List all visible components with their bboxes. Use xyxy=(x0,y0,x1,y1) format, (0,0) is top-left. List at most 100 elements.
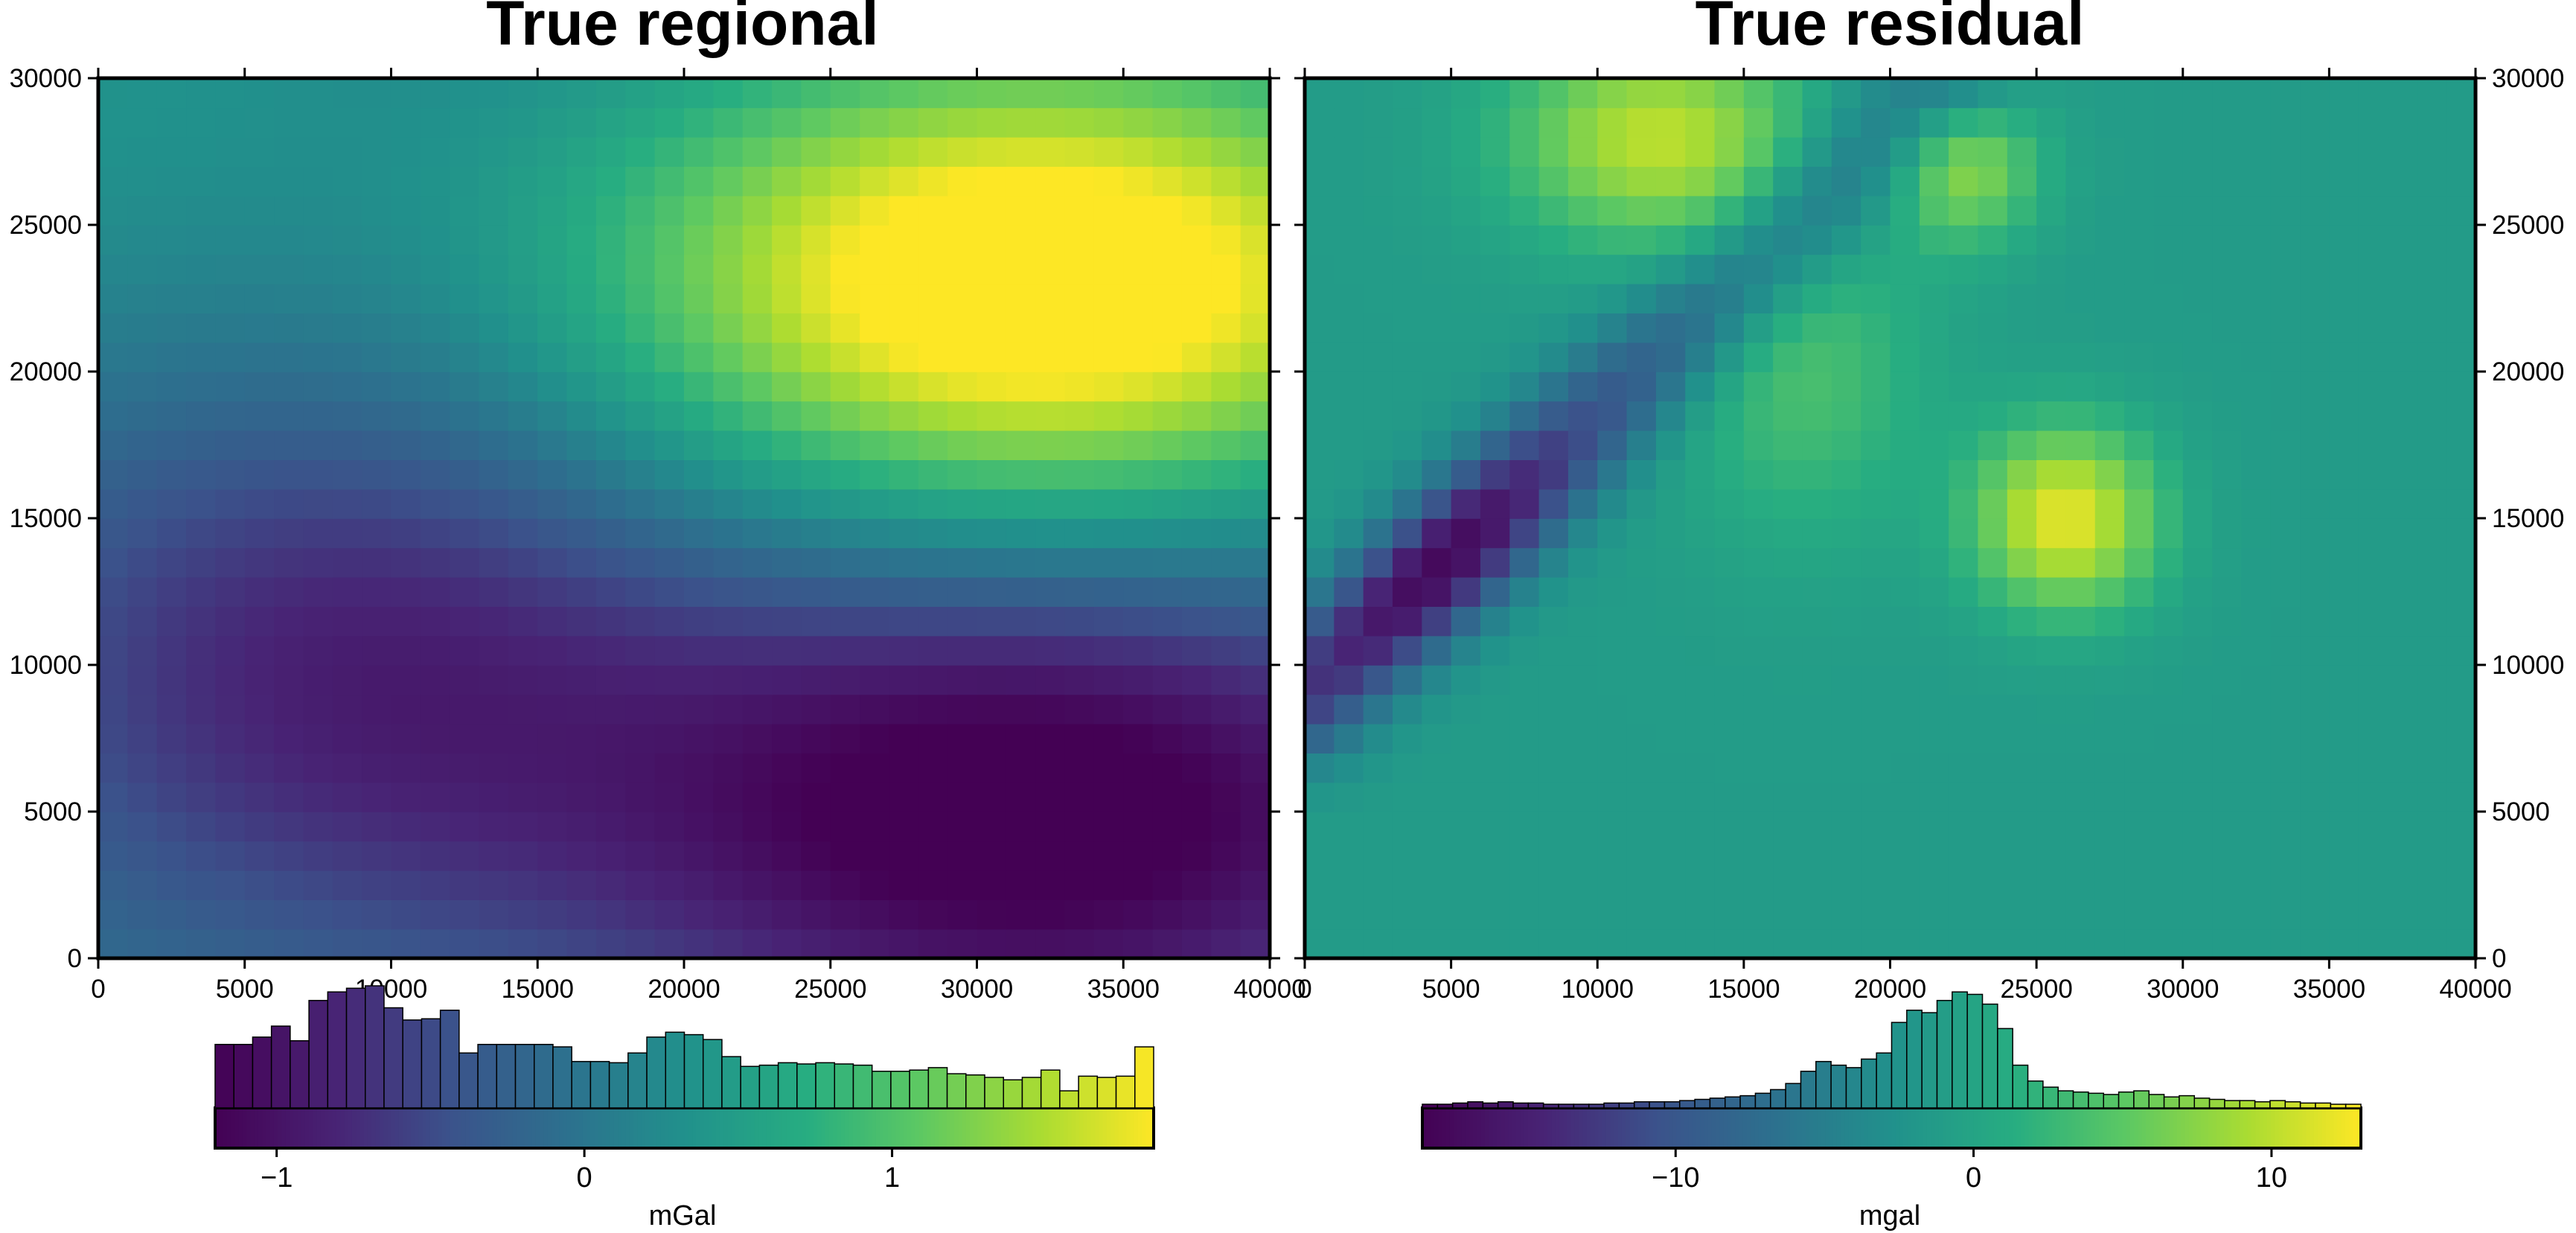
heatmap-cell xyxy=(479,694,509,724)
heatmap-cell xyxy=(1861,723,1891,754)
heatmap-cell xyxy=(1567,313,1599,343)
colorbar-segment xyxy=(1570,1108,1576,1148)
heatmap-cell xyxy=(244,723,275,754)
heatmap-cell xyxy=(2036,723,2067,754)
heatmap-cell xyxy=(2094,753,2125,783)
heatmap-cell xyxy=(303,606,333,637)
heatmap-cell xyxy=(1363,459,1393,490)
heatmap-cell xyxy=(1240,430,1271,460)
heatmap-cell xyxy=(977,254,1007,284)
heatmap-cell xyxy=(98,928,129,959)
heatmap-cell xyxy=(1773,753,1803,783)
histogram-bar xyxy=(365,985,385,1109)
heatmap-cell xyxy=(156,254,187,284)
histogram-bar xyxy=(1040,1069,1061,1109)
colorbar-segment xyxy=(215,1108,220,1148)
colorbar-segment xyxy=(1508,1108,1513,1148)
colorbar-segment xyxy=(1020,1108,1026,1148)
colorbar-segment xyxy=(250,1108,255,1148)
heatmap-cell xyxy=(362,665,392,695)
heatmap-cell xyxy=(684,488,715,519)
heatmap-cell xyxy=(215,430,246,460)
heatmap-cell xyxy=(479,606,509,637)
heatmap-cell xyxy=(684,665,715,695)
heatmap-cell xyxy=(1334,372,1364,402)
heatmap-cell xyxy=(801,254,831,284)
heatmap-cell xyxy=(98,254,129,284)
heatmap-cell xyxy=(1831,899,1861,930)
heatmap-cell xyxy=(479,488,509,519)
heatmap-cell xyxy=(2065,430,2096,460)
heatmap-cell xyxy=(186,78,217,109)
heatmap-cell xyxy=(244,753,275,783)
heatmap-cell xyxy=(1978,107,2008,138)
heatmap-cell xyxy=(918,753,948,783)
colorbar-segment xyxy=(371,1108,377,1148)
heatmap-cell xyxy=(830,313,860,343)
colorbar-segment xyxy=(1680,1108,1685,1148)
heatmap-cell xyxy=(2007,665,2037,695)
colorbar-segment xyxy=(1055,1108,1061,1148)
heatmap-cell xyxy=(2124,342,2155,372)
heatmap-cell xyxy=(2446,313,2476,343)
heatmap-cell xyxy=(1714,342,1745,372)
heatmap-cell xyxy=(332,694,362,724)
heatmap-cell xyxy=(1392,195,1423,226)
heatmap-cell xyxy=(1655,928,1687,959)
heatmap-cell xyxy=(1685,107,1716,138)
heatmap-cell xyxy=(332,870,362,900)
heatmap-cell xyxy=(2270,606,2301,637)
heatmap-cell xyxy=(977,430,1007,460)
histogram-bar xyxy=(927,1067,948,1109)
heatmap-cell xyxy=(1006,459,1036,490)
heatmap-cell xyxy=(1422,665,1452,695)
heatmap-cell xyxy=(244,372,275,402)
heatmap-cell xyxy=(1392,430,1423,460)
heatmap-cell xyxy=(1949,635,1979,666)
heatmap-cell xyxy=(2153,518,2184,549)
heatmap-cell xyxy=(1211,635,1241,666)
colorbar-segment xyxy=(1825,1108,1830,1148)
heatmap-cell xyxy=(772,782,802,812)
heatmap-cell xyxy=(1064,782,1095,812)
heatmap-cell xyxy=(332,899,362,930)
heatmap-cell xyxy=(2212,841,2243,871)
heatmap-cell xyxy=(1334,136,1364,167)
heatmap-cell xyxy=(508,342,539,372)
histogram-bar xyxy=(2103,1094,2120,1109)
heatmap-cell xyxy=(2300,782,2330,812)
heatmap-cell xyxy=(2182,723,2213,754)
colorbar-segment xyxy=(473,1108,478,1148)
heatmap-cell xyxy=(1035,782,1066,812)
heatmap-cell xyxy=(860,283,890,313)
heatmap-cell xyxy=(215,488,246,519)
heatmap-cell xyxy=(1064,107,1095,138)
heatmap-cell xyxy=(1363,430,1393,460)
histogram-bar xyxy=(1451,1102,1468,1109)
heatmap-cell xyxy=(801,606,831,637)
heatmap-cell xyxy=(1064,342,1095,372)
heatmap-cell xyxy=(1743,812,1774,842)
heatmap-cell xyxy=(1773,870,1803,900)
colorbar-segment xyxy=(223,1108,228,1148)
heatmap-cell xyxy=(1655,283,1687,313)
heatmap-cell xyxy=(1743,107,1774,138)
heatmap-cell xyxy=(772,576,802,607)
heatmap-cell xyxy=(1211,723,1241,754)
heatmap-cell xyxy=(654,723,685,754)
heatmap-cell xyxy=(801,283,831,313)
heatmap-cell xyxy=(1064,225,1095,255)
heatmap-cell xyxy=(1240,225,1271,255)
heatmap-cell xyxy=(1123,753,1154,783)
heatmap-cell xyxy=(1363,401,1393,431)
colorbar-segment xyxy=(684,1108,689,1148)
heatmap-cell xyxy=(2300,254,2330,284)
heatmap-cell xyxy=(2212,488,2243,519)
heatmap-cell xyxy=(1123,313,1154,343)
heatmap-cell xyxy=(1240,841,1271,871)
heatmap-cell xyxy=(595,107,627,138)
heatmap-cell xyxy=(1919,665,1949,695)
heatmap-cell xyxy=(595,928,627,959)
heatmap-cell xyxy=(2329,136,2359,167)
heatmap-cell xyxy=(1363,136,1393,167)
